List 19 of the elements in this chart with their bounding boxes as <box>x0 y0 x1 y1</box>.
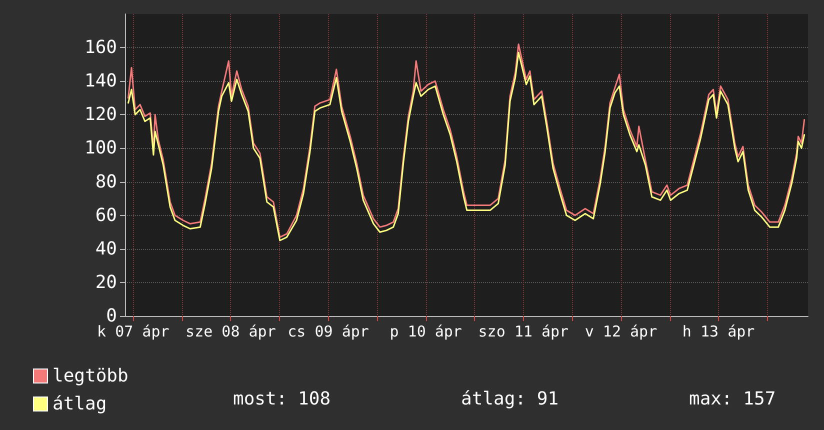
y-tick-label: 120 <box>84 104 117 126</box>
y-tick-label: 160 <box>84 37 117 58</box>
x-tick-label: v 12 ápr <box>584 322 658 340</box>
y-tick-label: 40 <box>95 238 117 260</box>
text: átlag: 91 <box>461 388 559 410</box>
x-tick-label: h 13 ápr <box>682 322 755 340</box>
y-tick-label: 80 <box>95 171 117 192</box>
y-tick-label: 100 <box>84 138 117 159</box>
legend-label: átlag <box>52 394 107 414</box>
text: most: 108 <box>233 388 331 410</box>
text: max: 157 <box>689 388 776 410</box>
y-tick-label: 60 <box>95 204 117 226</box>
legend-label: legtöbb <box>52 366 128 386</box>
y-tick-label: 140 <box>84 70 117 92</box>
y-tick-label: 20 <box>95 272 117 293</box>
x-tick-label: szo 11 ápr <box>478 322 569 340</box>
x-tick-label: p 10 ápr <box>390 322 462 340</box>
x-tick-label: cs 09 ápr <box>288 322 369 340</box>
x-tick-label: sze 08 ápr <box>186 322 276 340</box>
